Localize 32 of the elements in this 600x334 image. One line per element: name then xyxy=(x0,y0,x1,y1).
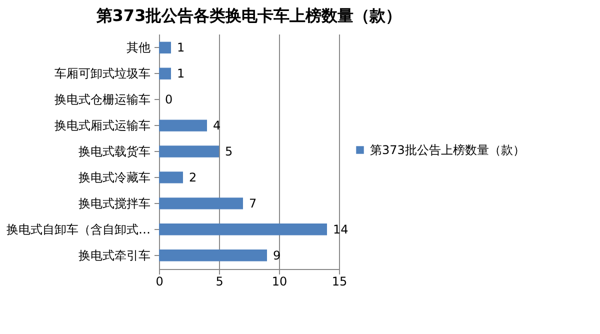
y-tick-label: 其他 xyxy=(126,40,150,55)
y-tick-label: 换电式厢式运输车 xyxy=(54,118,150,133)
data-label: 14 xyxy=(333,222,348,236)
bar xyxy=(159,172,183,184)
y-tick-label: 换电式自卸车（含自卸式… xyxy=(6,222,150,236)
y-tick-label: 车厢可卸式垃圾车 xyxy=(54,66,150,81)
x-tick-label: 5 xyxy=(216,274,224,288)
bar xyxy=(159,250,267,262)
x-tick-label: 10 xyxy=(272,274,288,288)
bar xyxy=(159,68,171,80)
data-label: 9 xyxy=(273,248,281,262)
bar xyxy=(159,224,327,236)
chart-title: 第373批公告各类换电卡车上榜数量（款） xyxy=(95,6,402,25)
bar xyxy=(159,42,171,54)
y-tick-label: 换电式牵引车 xyxy=(78,248,150,262)
y-tick-label: 换电式冷藏车 xyxy=(78,170,150,184)
bar xyxy=(159,146,219,158)
data-label: 2 xyxy=(189,170,197,184)
data-label: 1 xyxy=(177,40,185,55)
bar xyxy=(159,120,207,132)
data-label: 5 xyxy=(225,144,233,158)
data-label: 1 xyxy=(177,66,185,81)
data-label: 4 xyxy=(213,118,221,133)
bar xyxy=(159,198,243,210)
data-label: 7 xyxy=(249,196,257,210)
data-label: 0 xyxy=(165,92,173,107)
x-tick-label: 15 xyxy=(332,274,348,288)
x-tick-label: 0 xyxy=(156,274,164,288)
y-tick-label: 换电式搅拌车 xyxy=(78,196,150,210)
y-tick-label: 换电式载货车 xyxy=(78,144,150,158)
y-tick-label: 换电式仓栅运输车 xyxy=(54,92,150,107)
legend-label: 第373批公告上榜数量（款） xyxy=(370,143,525,157)
